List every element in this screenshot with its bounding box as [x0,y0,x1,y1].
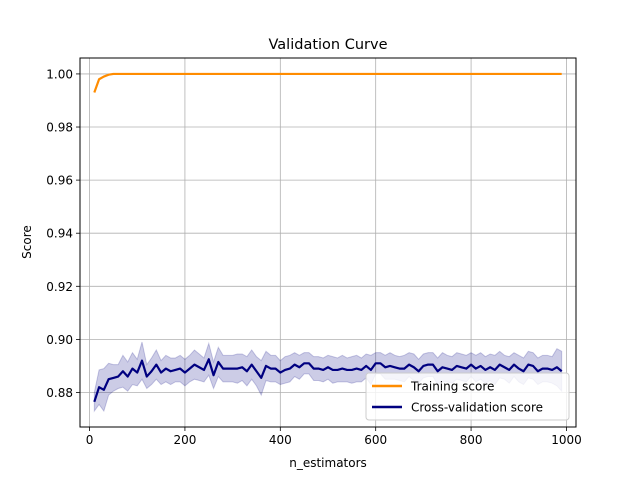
y-tick-label: 0.98 [46,121,73,135]
y-tick-label: 0.96 [46,174,73,188]
x-tick-label: 1000 [551,433,582,447]
y-tick-label: 0.92 [46,280,73,294]
chart-title: Validation Curve [269,37,388,53]
grid-lines [80,58,576,427]
x-tick-label: 200 [173,433,196,447]
y-tick-label: 1.00 [46,67,73,81]
x-tick-label: 800 [460,433,483,447]
cross-validation-score-line [93,358,563,403]
y-tick-label: 0.88 [46,386,73,400]
x-axis-label: n_estimators [289,456,367,470]
plot-frame [79,57,577,428]
legend-label-training: Training score [410,380,494,394]
training-score-line [93,72,562,93]
x-tick-label: 400 [269,433,292,447]
y-tick-label: 0.94 [46,227,73,241]
legend: Training score Cross-validation score [365,372,570,421]
x-tick-label: 0 [86,433,94,447]
axis-ticks: 0 200 400 600 800 1000 0.88 0.90 0.92 0.94 0.96 0.9… [46,67,581,447]
legend-box [365,372,570,421]
y-axis-label: Score [20,225,34,259]
x-tick-label: 600 [364,433,387,447]
legend-label-cross-validation: Cross-validation score [411,401,543,415]
series-lines [93,72,563,403]
y-tick-label: 0.90 [46,333,73,347]
